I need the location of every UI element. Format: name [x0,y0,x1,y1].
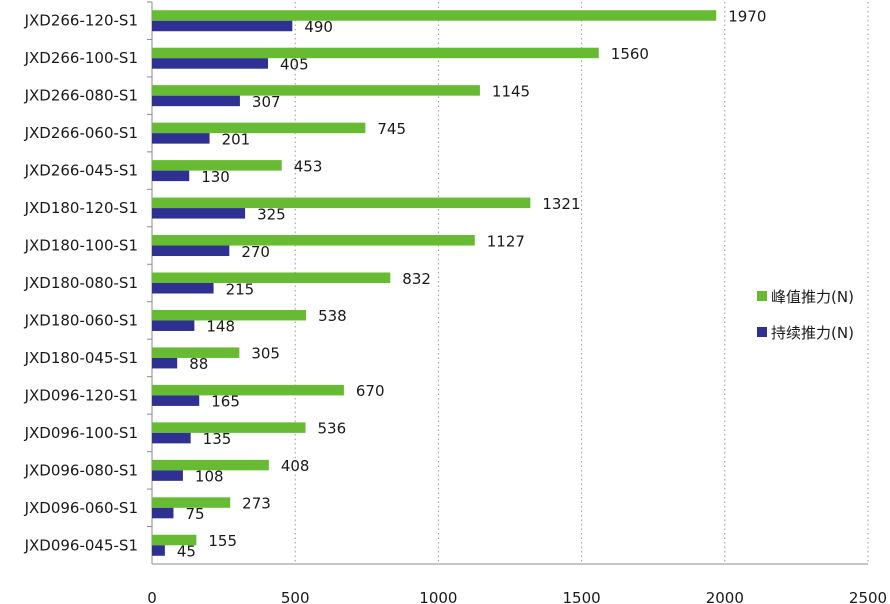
bar-continuous-9 [152,357,178,369]
category-label-10: JXD096-120-S1 [24,386,138,404]
x-tick-label-2: 1000 [419,589,457,604]
data-label-continuous-12: 108 [195,468,224,486]
bar-continuous-2 [152,95,240,107]
data-label-peak-1: 1560 [611,45,649,63]
category-label-6: JXD180-100-S1 [24,237,138,255]
data-label-continuous-1: 405 [280,55,309,73]
data-label-peak-2: 1145 [492,82,530,100]
data-label-peak-10: 670 [356,382,385,400]
data-label-continuous-4: 130 [201,168,230,186]
data-label-continuous-7: 215 [226,280,255,298]
bar-peak-1 [152,47,599,59]
category-label-14: JXD096-045-S1 [24,536,138,554]
bar-continuous-1 [152,58,268,69]
category-label-4: JXD266-045-S1 [24,162,138,180]
data-label-peak-6: 1127 [487,232,525,250]
bar-continuous-11 [152,432,191,444]
category-label-8: JXD180-060-S1 [24,311,138,329]
data-label-peak-4: 453 [294,157,323,175]
bar-peak-6 [152,235,475,246]
bar-peak-5 [152,197,531,209]
legend-label-0: 峰值推力(N) [771,288,854,306]
bar-continuous-12 [152,470,183,481]
data-label-continuous-6: 270 [241,243,270,261]
bar-continuous-14 [152,545,165,556]
bar-peak-7 [152,272,391,283]
data-label-peak-5: 1321 [542,195,580,213]
bar-peak-4 [152,160,282,171]
data-label-continuous-3: 201 [222,130,251,148]
category-label-13: JXD096-060-S1 [24,499,138,517]
category-label-3: JXD266-060-S1 [24,124,138,142]
bar-peak-13 [152,497,231,508]
category-label-0: JXD266-120-S1 [24,12,138,30]
legend-swatch-1 [757,327,767,337]
bar-continuous-8 [152,320,195,331]
bar-peak-0 [152,10,717,21]
data-label-peak-3: 745 [377,120,406,138]
data-label-continuous-5: 325 [257,205,286,223]
category-label-1: JXD266-100-S1 [24,49,138,67]
bar-peak-3 [152,122,366,134]
legend-label-1: 持续推力(N) [771,324,854,342]
bar-peak-12 [152,459,269,471]
data-label-continuous-8: 148 [206,318,235,336]
data-label-peak-14: 155 [208,532,237,550]
category-label-9: JXD180-045-S1 [24,349,138,367]
category-label-11: JXD096-100-S1 [24,424,138,442]
data-label-continuous-9: 88 [189,355,208,373]
data-label-continuous-2: 307 [252,93,281,111]
bar-peak-2 [152,85,480,96]
bar-continuous-5 [152,208,246,219]
category-label-12: JXD096-080-S1 [24,461,138,479]
data-label-continuous-14: 45 [177,543,196,561]
data-label-peak-7: 832 [402,270,431,288]
bar-continuous-0 [152,20,293,32]
data-label-continuous-13: 75 [185,505,204,523]
data-label-peak-0: 1970 [728,7,766,25]
category-label-2: JXD266-080-S1 [24,87,138,105]
x-tick-label-0: 0 [147,589,157,604]
bar-continuous-4 [152,170,190,182]
bar-peak-9 [152,347,240,358]
data-label-peak-12: 408 [281,457,310,475]
category-label-5: JXD180-120-S1 [24,199,138,217]
bar-continuous-7 [152,283,214,294]
legend-swatch-0 [757,291,767,301]
data-label-continuous-0: 490 [304,18,333,36]
data-label-continuous-11: 135 [203,430,232,448]
category-label-7: JXD180-080-S1 [24,274,138,292]
x-tick-label-5: 2500 [849,589,887,604]
bar-continuous-13 [152,507,174,519]
data-label-peak-13: 273 [242,495,271,513]
bar-continuous-6 [152,245,230,257]
bar-continuous-3 [152,133,210,144]
bar-peak-10 [152,384,344,396]
bar-peak-11 [152,422,306,433]
bar-peak-14 [152,534,197,546]
data-label-continuous-10: 165 [211,393,240,411]
data-label-peak-8: 538 [318,307,347,325]
data-label-peak-9: 305 [251,345,280,363]
bar-peak-8 [152,309,307,321]
bar-continuous-10 [152,395,200,406]
x-tick-label-1: 500 [281,589,310,604]
x-tick-label-4: 2000 [706,589,744,604]
x-tick-label-3: 1500 [563,589,601,604]
data-label-peak-11: 536 [318,420,347,438]
